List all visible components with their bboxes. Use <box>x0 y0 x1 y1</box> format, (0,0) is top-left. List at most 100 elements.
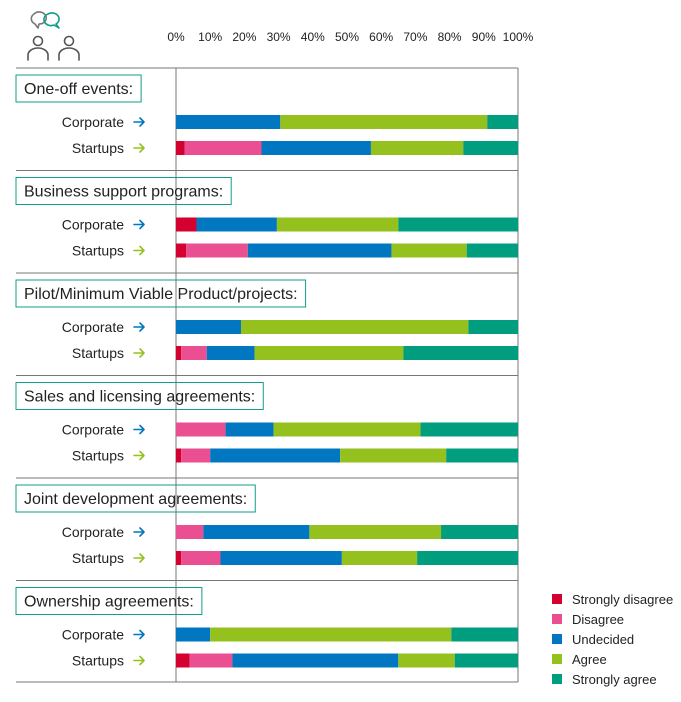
arrow-right-icon <box>133 655 145 666</box>
arrow-right-icon <box>133 219 145 230</box>
row-label-corporate: Corporate <box>62 319 124 335</box>
bar-segment-strongly-disagree <box>176 243 187 258</box>
bar-segment-undecided <box>232 653 399 668</box>
bar-segment-strongly-disagree <box>176 448 182 463</box>
bar-segment-agree <box>280 115 488 129</box>
row-label-startups: Startups <box>72 345 124 361</box>
section-title: Ownership agreements: <box>24 594 194 611</box>
bar-segment-strongly-agree <box>446 448 518 463</box>
bar-segment-strongly-disagree <box>176 653 190 668</box>
section-6: Ownership agreements: Corporate Startups <box>15 580 518 669</box>
bar-segment-disagree <box>176 525 204 539</box>
arrow-right-icon <box>133 117 145 127</box>
row-label-startups: Startups <box>72 448 124 464</box>
row-label-startups: Startups <box>72 550 124 566</box>
section-title-box <box>15 74 142 103</box>
legend-swatch <box>552 594 562 604</box>
bar-segment-agree <box>391 243 467 258</box>
arrow-right-icon <box>133 553 145 563</box>
x-tick-label: 30% <box>267 30 291 44</box>
bar-segment-agree <box>340 448 447 463</box>
bar-segment-strongly-agree <box>468 320 518 334</box>
bar-segment-agree <box>276 217 399 232</box>
section-5: Joint development agreements: Corporate St… <box>15 477 518 566</box>
bar-segment-undecided <box>220 551 342 565</box>
bar-segment-undecided <box>176 627 211 642</box>
row-label-corporate: Corporate <box>62 627 124 643</box>
arrow-right-icon <box>133 527 145 537</box>
section-title: Joint development agreements: <box>24 491 247 508</box>
row-label-startups: Startups <box>72 653 124 669</box>
arrow-right-icon <box>133 629 145 640</box>
x-tick-label: 40% <box>301 30 325 44</box>
row-label-corporate: Corporate <box>62 422 124 438</box>
bar-segment-undecided <box>206 346 255 360</box>
bar-segment-disagree <box>186 243 248 258</box>
x-tick-label: 60% <box>369 30 393 44</box>
bar-segment-undecided <box>225 422 274 437</box>
bar-segment-strongly-agree <box>441 525 518 539</box>
bar-segment-strongly-agree <box>403 346 518 360</box>
arrow-right-icon <box>133 450 145 461</box>
bar-segment-disagree <box>181 551 221 565</box>
row-label-startups: Startups <box>72 243 124 259</box>
legend-label: Undecided <box>572 632 634 647</box>
section-title: Pilot/Minimum Viable Product/projects: <box>24 286 298 303</box>
section-title-box <box>15 177 232 205</box>
bar-segment-agree <box>240 320 469 334</box>
bar-segment-strongly-agree <box>463 141 518 155</box>
bar-segment-undecided <box>176 320 241 334</box>
bar-segment-undecided <box>176 115 281 129</box>
legend-label: Strongly disagree <box>572 592 673 607</box>
arrow-right-icon <box>133 348 145 358</box>
legend-swatch <box>552 634 562 644</box>
bar-segment-undecided <box>196 217 277 232</box>
arrow-right-icon <box>133 143 145 153</box>
arrow-right-icon <box>133 245 145 256</box>
bar-segment-strongly-disagree <box>176 217 197 232</box>
row-label-corporate: Corporate <box>62 524 124 540</box>
bar-segment-strongly-disagree <box>176 551 182 565</box>
bar-segment-disagree <box>176 422 226 437</box>
row-label-startups: Startups <box>72 140 124 156</box>
x-tick-label: 50% <box>335 30 359 44</box>
bar-segment-agree <box>341 551 418 565</box>
bar-segment-strongly-disagree <box>176 141 185 155</box>
bar-segment-undecided <box>210 448 341 463</box>
bar-segment-undecided <box>247 243 392 258</box>
section-title: Sales and licensing agreements: <box>24 389 255 406</box>
legend-swatch <box>552 674 562 684</box>
x-tick-label: 0% <box>167 30 185 44</box>
bar-segment-strongly-disagree <box>176 346 182 360</box>
legend-swatch <box>552 614 562 624</box>
section-3: Pilot/Minimum Viable Product/projects: Co… <box>15 272 518 361</box>
x-tick-label: 90% <box>472 30 496 44</box>
bar-segment-strongly-agree <box>466 243 518 258</box>
bar-segment-disagree <box>189 653 233 668</box>
legend: Strongly disagree Disagree Undecided Agree S… <box>552 592 673 687</box>
bar-segment-agree <box>398 653 455 668</box>
legend-label: Agree <box>572 652 607 667</box>
bar-segment-strongly-agree <box>454 653 518 668</box>
section-title-box <box>15 279 307 308</box>
legend-label: Disagree <box>572 612 624 627</box>
bar-segment-strongly-agree <box>420 422 518 437</box>
section-2: Business support programs: Corporate Start… <box>15 170 518 259</box>
section-title-box <box>15 484 256 513</box>
bar-segment-strongly-agree <box>487 115 518 129</box>
bar-segment-undecided <box>203 525 310 539</box>
bar-segment-disagree <box>184 141 262 155</box>
people-chat-icon <box>27 11 80 61</box>
x-tick-label: 10% <box>198 30 222 44</box>
bar-segment-disagree <box>181 448 211 463</box>
bar-segment-agree <box>273 422 421 437</box>
bar-segment-agree <box>254 346 404 360</box>
arrow-right-icon <box>133 424 145 435</box>
row-label-corporate: Corporate <box>62 114 124 130</box>
x-tick-label: 70% <box>403 30 427 44</box>
bar-segment-strongly-agree <box>398 217 518 232</box>
x-tick-label: 80% <box>438 30 462 44</box>
bar-segment-agree <box>210 627 452 642</box>
legend-label: Strongly agree <box>572 672 657 687</box>
